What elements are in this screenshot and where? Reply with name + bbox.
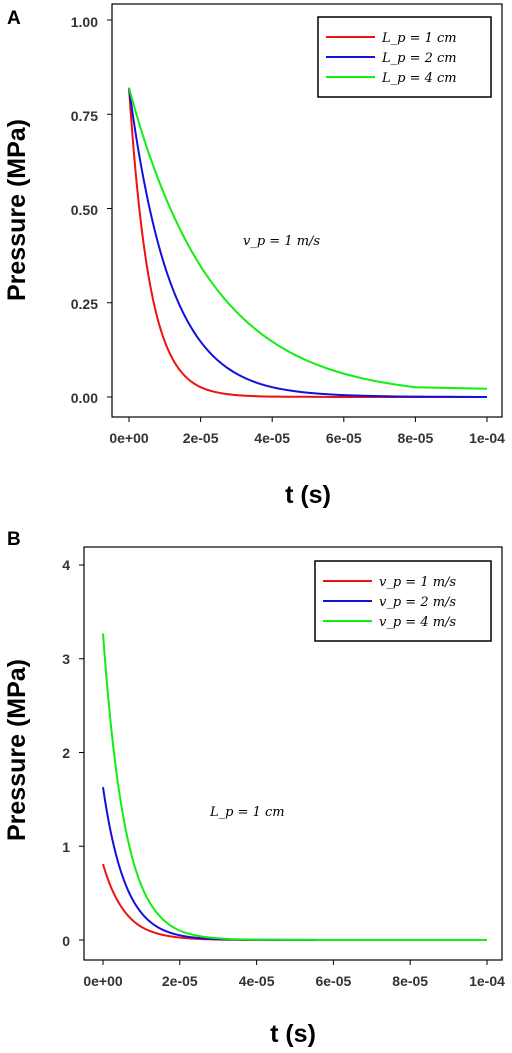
y-tick-label-b-3: 3 xyxy=(62,651,70,667)
y-axis-ticks-b xyxy=(79,564,84,941)
x-tick-label-a-5: 1e-04 xyxy=(469,430,505,446)
x-tick-label-a-0: 0e+00 xyxy=(109,430,149,446)
y-tick-label-a-0.75: 0.75 xyxy=(71,108,98,124)
legend-label-b-2: v_p = 4 m/s xyxy=(379,615,456,630)
legend-b: v_p = 1 m/s v_p = 2 m/s v_p = 4 m/s xyxy=(314,560,492,642)
series-line-a-1 xyxy=(128,87,488,398)
x-tick-label-b-2: 4e-05 xyxy=(239,973,275,989)
panel-a: A 1.00 0.75 0.50 0.25 0.00 0e+00 2e-05 4… xyxy=(3,3,505,509)
x-axis-ticks-a xyxy=(128,417,488,422)
legend-label-a-1: L_p = 2 cm xyxy=(381,51,457,66)
y-tick-label-b-4: 4 xyxy=(62,557,70,573)
plot-frame-b xyxy=(83,546,503,961)
legend-label-a-2: L_p = 4 cm xyxy=(381,71,457,86)
x-tick-label-a-2: 4e-05 xyxy=(254,430,290,446)
x-tick-label-b-5: 1e-04 xyxy=(469,973,505,989)
legend-label-b-0: v_p = 1 m/s xyxy=(379,575,456,590)
series-line-b-2 xyxy=(102,633,487,941)
x-tick-label-a-1: 2e-05 xyxy=(183,430,219,446)
x-tick-label-a-3: 6e-05 xyxy=(326,430,362,446)
legend-label-b-1: v_p = 2 m/s xyxy=(379,595,456,610)
x-axis-title-b: t (s) xyxy=(270,1020,316,1048)
series-lines-b xyxy=(102,633,487,941)
annotation-b: L_p = 1 cm xyxy=(209,805,285,820)
legend-label-a-0: L_p = 1 cm xyxy=(381,31,457,46)
y-tick-label-a-0.25: 0.25 xyxy=(71,296,98,312)
y-tick-label-a-1.00: 1.00 xyxy=(71,14,98,30)
panel-b: B 4 3 2 1 0 0e+00 2e-05 4e-05 6e-05 8e-0… xyxy=(3,529,505,1048)
series-line-a-2 xyxy=(128,87,488,390)
series-lines-a xyxy=(128,87,488,398)
y-tick-label-a-0.50: 0.50 xyxy=(71,202,98,218)
annotation-a: v_p = 1 m/s xyxy=(243,234,320,249)
x-tick-label-b-4: 8e-05 xyxy=(392,973,428,989)
y-tick-label-b-1: 1 xyxy=(62,839,70,855)
y-axis-ticks-a xyxy=(107,19,112,398)
legend-a: L_p = 1 cm L_p = 2 cm L_p = 4 cm xyxy=(317,16,492,98)
y-tick-label-b-0: 0 xyxy=(62,933,70,949)
plot-frame-a xyxy=(111,3,503,418)
panel-label-a: A xyxy=(7,8,21,29)
x-axis-title-a: t (s) xyxy=(285,481,331,509)
y-tick-label-a-0.00: 0.00 xyxy=(71,390,98,406)
y-tick-label-b-2: 2 xyxy=(62,745,70,761)
panel-label-b: B xyxy=(7,529,21,550)
x-tick-label-b-0: 0e+00 xyxy=(83,973,123,989)
x-tick-label-b-1: 2e-05 xyxy=(162,973,198,989)
x-tick-label-b-3: 6e-05 xyxy=(315,973,351,989)
x-axis-ticks-b xyxy=(102,960,488,965)
y-axis-title-b: Pressure (MPa) xyxy=(3,659,31,841)
x-tick-label-a-4: 8e-05 xyxy=(397,430,433,446)
y-axis-title-a: Pressure (MPa) xyxy=(3,119,31,301)
